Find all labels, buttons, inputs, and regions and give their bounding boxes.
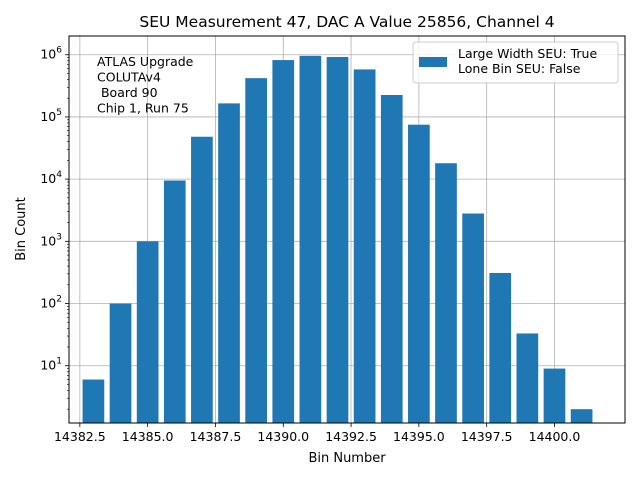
bar: [218, 103, 240, 424]
x-tick-label: 14397.5: [461, 429, 513, 444]
legend-swatch: [419, 57, 447, 67]
annotation-line: ATLAS Upgrade: [97, 54, 194, 69]
chart-title: SEU Measurement 47, DAC A Value 25856, C…: [139, 13, 554, 31]
bar: [326, 56, 349, 424]
x-tick-label: 14387.5: [190, 429, 242, 444]
bar: [570, 409, 593, 423]
bar: [299, 55, 322, 424]
y-tick-label: 104: [40, 170, 62, 186]
annotation-line: Board 90: [97, 85, 158, 100]
bar: [516, 333, 539, 423]
x-tick-label: 14385.0: [122, 429, 174, 444]
bar: [109, 303, 132, 423]
x-tick-label: 14392.5: [325, 429, 377, 444]
annotation-line: Chip 1, Run 75: [97, 101, 189, 116]
legend-label: Large Width SEU: True: [458, 46, 597, 61]
legend-label: Lone Bin SEU: False: [458, 61, 581, 76]
bars-layer: [82, 55, 593, 424]
y-axis-ticks: 101 102 103 104 105 106: [40, 46, 69, 410]
bar: [272, 60, 295, 424]
x-axis-ticks: 14382.5 14385.0 14387.5 14390.0 14392.5 14395…: [54, 423, 580, 444]
bar: [408, 124, 430, 423]
legend-box: [412, 41, 619, 84]
plot-area: 14382.5 14385.0 14387.5 14390.0 14392.5 14395…: [40, 35, 626, 444]
bar: [462, 213, 484, 423]
x-axis-label: Bin Number: [308, 451, 386, 466]
x-tick-label: 14390.0: [257, 429, 309, 444]
bar: [489, 272, 512, 423]
y-tick-label: 101: [40, 357, 62, 373]
bar: [136, 241, 159, 423]
bar: [543, 368, 566, 423]
bar: [353, 69, 376, 423]
bar: [163, 180, 186, 423]
y-tick-label: 103: [40, 232, 62, 248]
y-axis-label: Bin Count: [14, 197, 29, 261]
bar: [380, 95, 403, 423]
y-tick-label: 105: [40, 108, 62, 124]
y-tick-label: 106: [40, 46, 62, 62]
bar: [435, 163, 457, 423]
x-tick-label: 14382.5: [54, 429, 106, 444]
bar: [82, 379, 105, 423]
x-tick-label: 14395.0: [393, 429, 445, 444]
bar: [245, 78, 267, 423]
x-tick-label: 14400.0: [529, 429, 581, 444]
plot-frame: [68, 35, 626, 424]
annotation-line: COLUTAv4: [97, 70, 161, 85]
y-tick-label: 102: [40, 295, 62, 311]
bar: [191, 136, 213, 423]
